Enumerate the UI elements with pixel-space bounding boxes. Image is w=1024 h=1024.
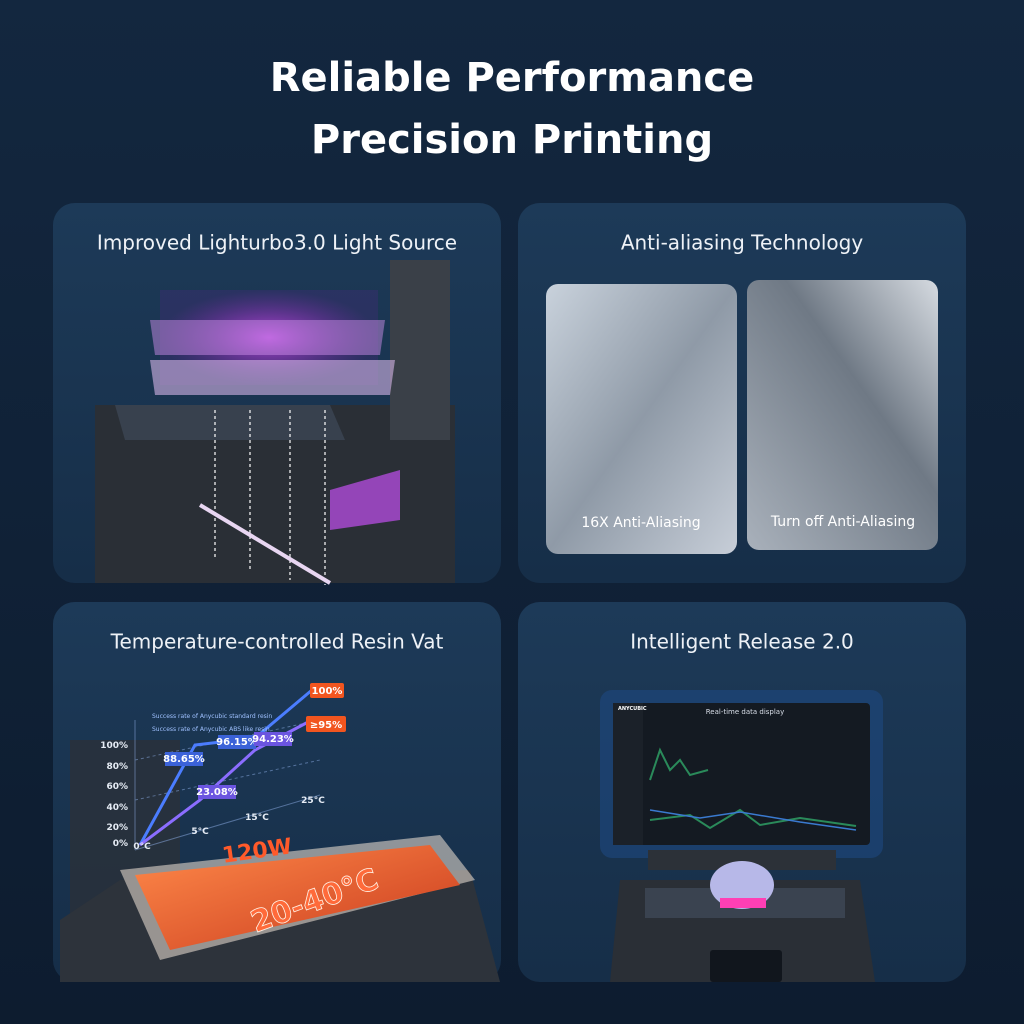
panel-title: Intelligent Release 2.0	[630, 630, 854, 654]
screen-brand: ANYCUBIC	[618, 706, 647, 712]
point-label: 88.65%	[163, 754, 205, 765]
panel-title: Improved Lighturbo3.0 Light Source	[97, 231, 457, 255]
point-label: 96.15%	[216, 737, 258, 748]
panel: Improved Lighturbo3.0 Light Source	[53, 203, 501, 585]
panel: ANYCUBIC Real-time data display Intellig…	[518, 602, 966, 982]
panel: Anti-aliasing Technology 16X Anti-Aliasi…	[518, 203, 966, 583]
panel-title: Anti-aliasing Technology	[621, 231, 863, 255]
panel-title: Temperature-controlled Resin Vat	[110, 630, 444, 654]
title-line: Reliable Performance	[270, 55, 755, 101]
legend-label: Success rate of Anycubic ABS like resin	[152, 726, 270, 733]
point-label: 94.23%	[252, 734, 294, 745]
screen-title: Real-time data display	[706, 708, 785, 716]
image-label: 16X Anti-Aliasing	[581, 515, 700, 531]
y-label: 100%	[100, 741, 128, 751]
y-label: 0%	[113, 839, 128, 849]
y-label: 20%	[106, 823, 128, 833]
y-label: 80%	[106, 762, 128, 772]
x-label: 0°C	[133, 842, 151, 852]
x-label: 15°C	[245, 813, 269, 823]
point-label: 23.08%	[196, 787, 238, 798]
y-label: 40%	[106, 803, 128, 813]
y-label: 60%	[106, 782, 128, 792]
x-label: 5°C	[191, 827, 209, 837]
badge: ≥95%	[310, 720, 342, 731]
panel: Temperature-controlled Resin Vat Success…	[53, 602, 501, 982]
badge: 100%	[312, 686, 343, 697]
legend-label: Success rate of Anycubic standard resin	[152, 713, 272, 720]
title-line: Precision Printing	[311, 117, 713, 163]
image-label: Turn off Anti-Aliasing	[770, 514, 915, 530]
x-label: 25°C	[301, 796, 325, 806]
